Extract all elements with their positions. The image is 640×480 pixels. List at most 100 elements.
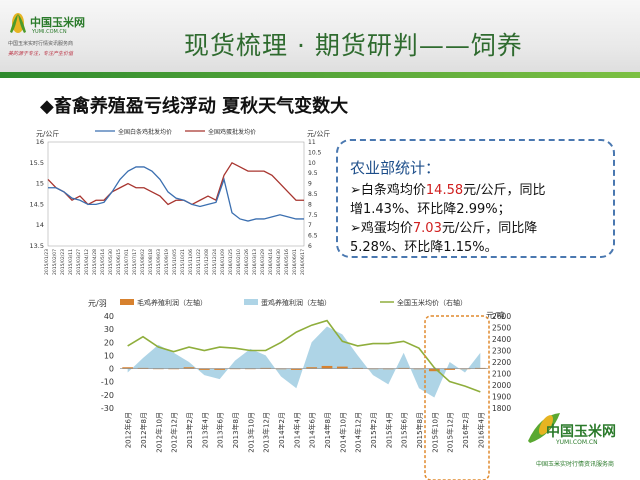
x-tick-label: 2016/06/01 (292, 249, 298, 275)
bar (260, 367, 272, 369)
y-tick-label: 0 (109, 365, 114, 374)
series-line (48, 166, 304, 222)
x-tick-label: 2016/01/09 (220, 249, 226, 275)
y-tick-label: -20 (101, 391, 114, 400)
y-tick-label: 6 (308, 243, 312, 250)
logo-tagline: 美的源于专注，专注产生价值 (8, 51, 74, 57)
bar (444, 368, 456, 370)
legend-swatch (244, 299, 258, 305)
bar (428, 368, 440, 372)
y-tick-label: 7 (308, 222, 312, 229)
y-tick-label: 8.5 (308, 191, 318, 198)
callout-heading: 农业部统计： (350, 159, 441, 177)
y-tick-label: 2400 (492, 335, 511, 344)
x-tick-label: 2013年12月 (262, 412, 271, 453)
x-tick-label: 2016/01/25 (228, 249, 234, 275)
brand-logo[interactable]: 中国玉米网 YUMI.COM.CN 中国玉米实时行情资讯服务商 美的源于专注，专… (6, 10, 116, 68)
egg-price: 7.03 (412, 221, 442, 236)
x-tick-label: 2013年10月 (246, 412, 255, 453)
statistics-callout: 农业部统计： ➢白条鸡均价14.58元/公斤，同比 增1.43%、环比降2.99… (336, 139, 615, 258)
x-tick-label: 2013年8月 (231, 412, 240, 448)
x-tick-label: 2015/10/21 (180, 249, 186, 275)
x-tick-label: 2012年10月 (154, 412, 163, 453)
legend-label: 全国白条鸡批发均价 (118, 128, 172, 136)
profit-chart: 元/羽 元/吨 毛鸡养殖利润（左轴） 蛋鸡养殖利润（左轴） 全国玉米均价（右轴） 4… (88, 298, 511, 480)
corn-icon (10, 13, 26, 33)
x-tick-label: 2015/12/24 (212, 249, 218, 275)
x-tick-label: 2016/05/16 (284, 249, 290, 275)
page-title: 现货梳理 · 期货研判——饲养 (184, 31, 523, 60)
bar (382, 368, 394, 370)
x-tick-label: 2016/02/26 (244, 249, 250, 275)
bar (321, 365, 333, 369)
x-tick-label: 2015/07/01 (124, 249, 130, 275)
x-tick-label: 2016/04/30 (276, 249, 282, 275)
x-tick-label: 2015/08/02 (140, 249, 146, 275)
x-tick-label: 2015/08/18 (148, 249, 154, 275)
y-tick-label: 8 (308, 201, 312, 208)
x-tick-label: 2016/03/29 (260, 249, 266, 275)
y-tick-label: 9.5 (308, 170, 318, 177)
x-tick-label: 2012年6月 (124, 412, 133, 448)
y-tick-label: 14 (36, 221, 44, 229)
x-tick-label: 2015/04/12 (84, 249, 90, 275)
series-line (127, 319, 481, 393)
bar (352, 367, 364, 369)
bar (290, 368, 302, 370)
egg-change-line: 5.28%、环比降1.15%。 (350, 240, 498, 255)
x-tick-label: 2015/10/05 (172, 249, 178, 275)
egg-unit: 元/公斤，同比降 (441, 221, 538, 236)
x-tick-label: 2014年8月 (323, 412, 332, 448)
logo-name: 中国玉米网 (30, 16, 85, 29)
right-axis-unit: 元/公斤 (307, 129, 330, 138)
legend-swatch (120, 299, 134, 305)
logo-url: YUMI.COM.CN (32, 29, 67, 35)
y-tick-label: 2000 (492, 381, 511, 390)
header-divider (0, 72, 640, 78)
y-tick-label: -30 (101, 404, 114, 413)
x-tick-label: 2013年2月 (185, 412, 194, 448)
broiler-label: ➢白条鸡均价 (350, 183, 426, 198)
x-tick-label: 2015年12月 (446, 412, 455, 453)
y-tick-label: 13.5 (30, 242, 44, 250)
section-subtitle: ◆畜禽养殖盈亏线浮动 夏秋天气变数大 (40, 96, 349, 117)
x-tick-label: 2015/02/07 (52, 249, 58, 275)
x-tick-label: 2014年10月 (338, 412, 347, 453)
y-tick-label: 7.5 (308, 212, 318, 219)
x-tick-label: 2014年4月 (292, 412, 301, 448)
bar (168, 368, 180, 370)
y-tick-label: 14.5 (30, 200, 44, 208)
y-tick-label: 16 (36, 138, 44, 146)
x-tick-label: 2015/09/03 (156, 249, 162, 275)
legend-label: 全国鸡蛋批发均价 (208, 128, 256, 136)
x-tick-label: 2012年12月 (170, 412, 179, 453)
egg-price-line: ➢鸡蛋均价7.03元/公斤，同比降 (350, 219, 537, 238)
x-tick-label: 2016/03/13 (252, 249, 258, 275)
y-tick-label: 1800 (492, 404, 511, 413)
y-tick-label: 10 (104, 351, 114, 360)
bar (183, 367, 195, 369)
y-tick-label: 11 (308, 139, 316, 146)
logo-slogan: 中国玉米实时行情资讯服务商 (8, 41, 74, 47)
x-tick-label: 2015/05/14 (100, 249, 106, 275)
legend-label: 全国玉米均价（右轴） (397, 298, 467, 307)
y-tick-label: 2600 (492, 312, 511, 321)
right-axis-unit: 元/吨 (486, 310, 505, 320)
broiler-change-line: 增1.43%、环比降2.99%； (350, 202, 511, 217)
y-tick-label: 2300 (492, 347, 511, 356)
price-chart: 元/公斤 元/公斤 全国白条鸡批发均价 全国鸡蛋批发均价 16 15.5 15 14.5… (30, 128, 331, 275)
plot-frame (47, 141, 305, 247)
bar (122, 367, 134, 369)
x-tick-label: 2015/07/17 (132, 249, 138, 275)
bar (474, 367, 486, 369)
area-series (127, 326, 481, 398)
x-tick-label: 2015/06/15 (116, 249, 122, 275)
x-tick-label: 2014年12月 (354, 412, 363, 453)
footer-slogan: 中国玉米实时行情资讯服务商 (536, 461, 615, 468)
y-tick-label: 15 (36, 180, 44, 188)
footer-logo[interactable]: 中国玉米网 YUMI.COM.CN 中国玉米实时行情资讯服务商 (528, 413, 636, 475)
x-tick-label: 2016/06/17 (300, 249, 306, 275)
y-tick-label: 10 (308, 160, 316, 167)
series-line (47, 161, 304, 206)
header: 中国玉米网 YUMI.COM.CN 中国玉米实时行情资讯服务商 美的源于专注，专… (0, 0, 640, 78)
